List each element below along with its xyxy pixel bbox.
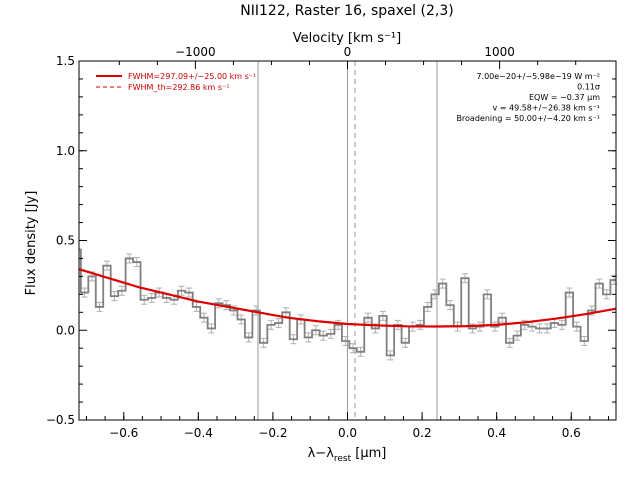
series-group [78,248,617,357]
top-tick-label: −1000 [175,45,216,59]
plot-axes: −0.6 −0.4 −0.2 0.0 0.2 0.4 0.6 −0.5 0.0 0.5 1.0 1.5… [46,45,617,440]
fit-curve [78,268,617,328]
x-tick-label: 0.2 [413,426,432,440]
chart-title: NII122, Raster 16, spaxel (2,3) [240,3,453,19]
x-tick-label: −0.2 [258,426,287,440]
y-tick-label: 1.5 [56,54,75,68]
y-tick-label: 0.5 [56,234,75,248]
annotation-2: EQW = −0.37 μm [529,93,600,102]
annotation-1: 0.11σ [577,83,600,92]
top-tick-label: 0 [344,45,352,59]
x-tick-label: −0.6 [109,426,138,440]
y-tick-label: 0.0 [56,323,75,337]
y-axis-title: Flux density [Jy] [24,191,39,296]
velocity-axis-title: Velocity [km s⁻¹] [293,31,401,46]
x-axis-title: λ−λrest [μm] [308,446,387,464]
x-tick-label: 0.0 [338,426,357,440]
x-tick-label: 0.6 [562,426,581,440]
marker-lines [257,61,438,420]
annotation-3: v = 49.58+/−26.38 km s⁻¹ [492,104,600,113]
y-tick-label: −0.5 [46,413,75,427]
x-tick-label: −0.4 [184,426,213,440]
spectrum-step-line [79,248,616,357]
legend: FWHM=297.09+/−25.00 km s⁻¹ FWHM_th=292.86… [96,72,256,92]
annotation-4: Broadening = 50.00+/−4.20 km s⁻¹ [456,114,600,123]
legend-label-1: FWHM_th=292.86 km s⁻¹ [128,83,229,92]
legend-label-0: FWHM=297.09+/−25.00 km s⁻¹ [128,72,256,81]
top-tick-label: 1000 [484,45,515,59]
x-tick-label: 0.4 [487,426,506,440]
y-tick-label: 1.0 [56,144,75,158]
annotation-0: 7.00e−20+/−5.98e−19 W m⁻² [476,72,600,81]
